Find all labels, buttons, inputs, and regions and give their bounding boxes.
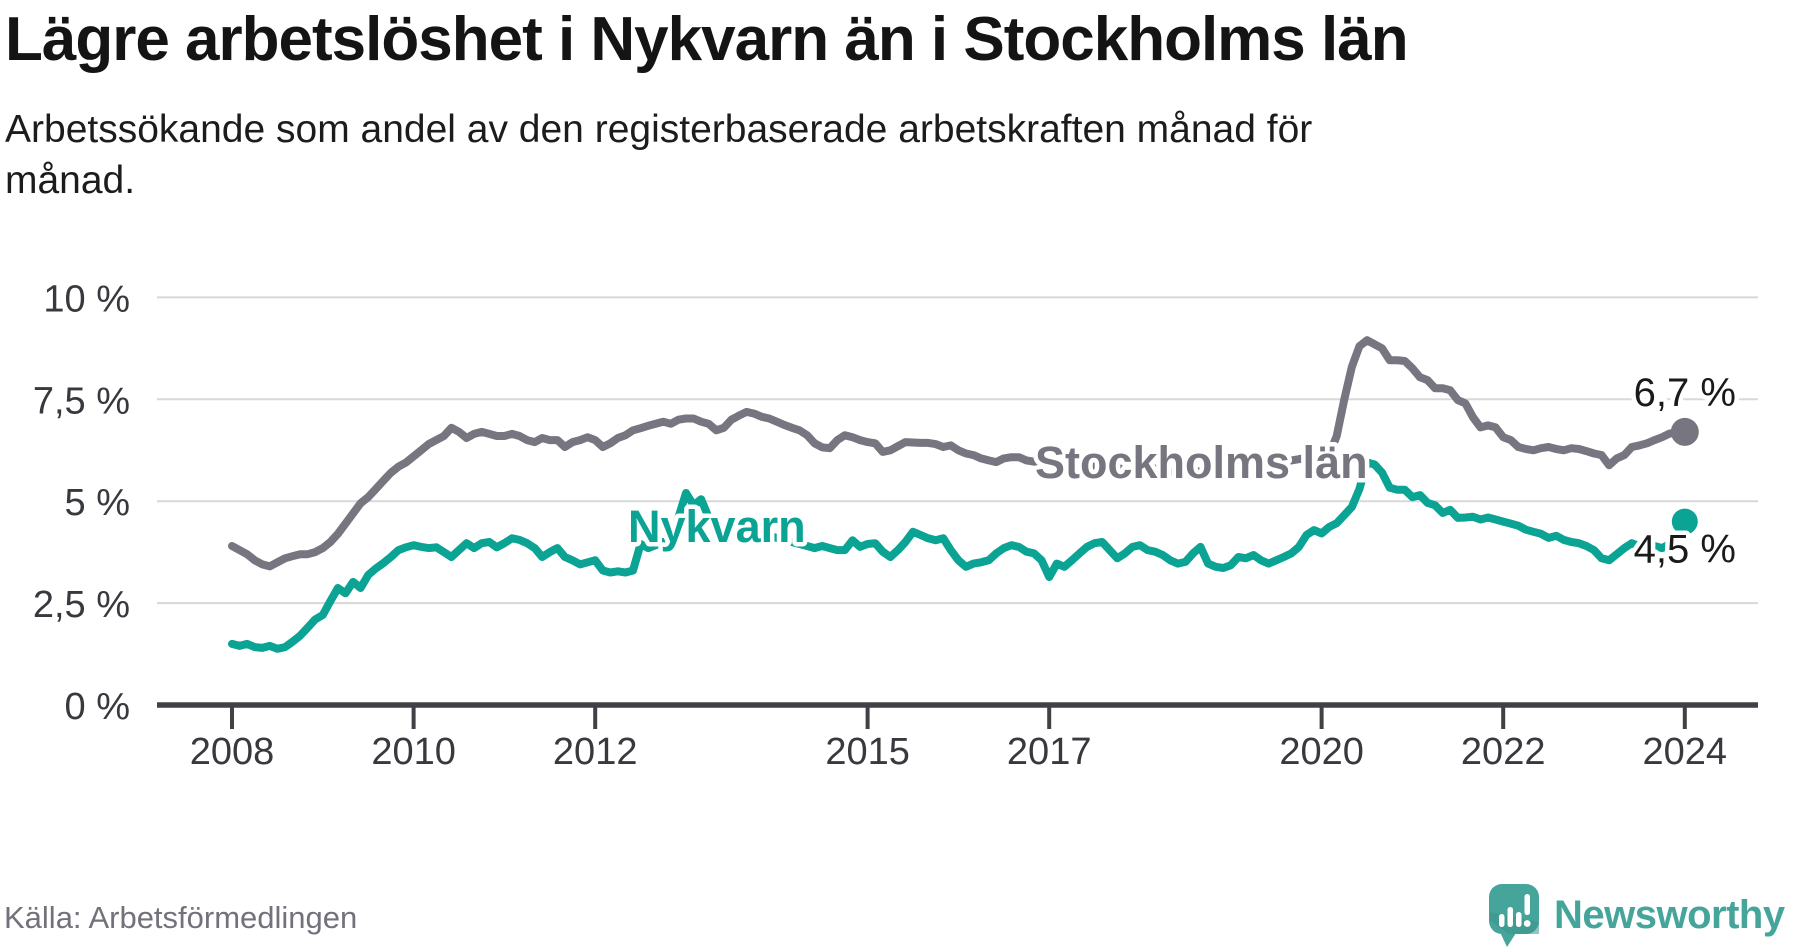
x-axis [157, 702, 1758, 729]
y-tick-label: 2,5 % [33, 584, 130, 626]
x-tick-label: 2015 [825, 731, 910, 773]
series-end-dot-stockholms-lan [1670, 417, 1699, 446]
x-tick-label: 2012 [553, 731, 638, 773]
x-tick-label: 2022 [1461, 731, 1546, 773]
y-tick-label: 7,5 % [33, 380, 130, 422]
series-end-value-label: 4,5 % [1634, 528, 1736, 572]
x-tick-label: 2024 [1643, 731, 1728, 773]
x-tick-label: 2020 [1279, 731, 1364, 773]
y-tick-label: 10 % [43, 278, 130, 320]
series-end-value-label: 6,7 % [1634, 371, 1736, 415]
brand-name: Newsworthy [1554, 892, 1785, 937]
source-caption: Källa: Arbetsförmedlingen [4, 900, 358, 935]
x-tick-label: 2010 [371, 731, 456, 773]
x-tick-label: 2008 [190, 731, 275, 773]
series-end-dot-nykvarn [1671, 508, 1698, 535]
page-title: Lägre arbetslöshet i Nykvarn än i Stockh… [5, 5, 1409, 74]
chart-subtitle-line2: månad. [5, 159, 136, 202]
y-tick-label: 5 % [65, 482, 130, 524]
y-tick-label: 0 % [65, 686, 130, 728]
gridlines [157, 296, 1758, 605]
brand-lockup: Newsworthy [1488, 882, 1785, 948]
y-axis-labels: 0 % 2,5 % 5 % 7,5 % 10 % [33, 278, 130, 728]
x-tick-label: 2017 [1007, 731, 1092, 773]
data-series [228, 336, 1699, 653]
series-name-label: Stockholms län [1035, 437, 1368, 488]
chart-subtitle: Arbetssökande som andel av den registerb… [5, 104, 1312, 206]
speech-bubble-bar-chart-icon [1489, 884, 1539, 947]
chart-subtitle-line1: Arbetssökande som andel av den registerb… [5, 108, 1313, 151]
series-annotations: Stockholms län 6,7 % Nykvarn 4,5 % [624, 366, 1741, 576]
series-name-label: Nykvarn [628, 501, 806, 552]
series-line-nykvarn [228, 458, 1689, 653]
series-line-stockholms-lan [228, 336, 1689, 571]
x-axis-labels: 2008 2010 2012 2015 2017 2020 2022 2024 [190, 731, 1727, 773]
